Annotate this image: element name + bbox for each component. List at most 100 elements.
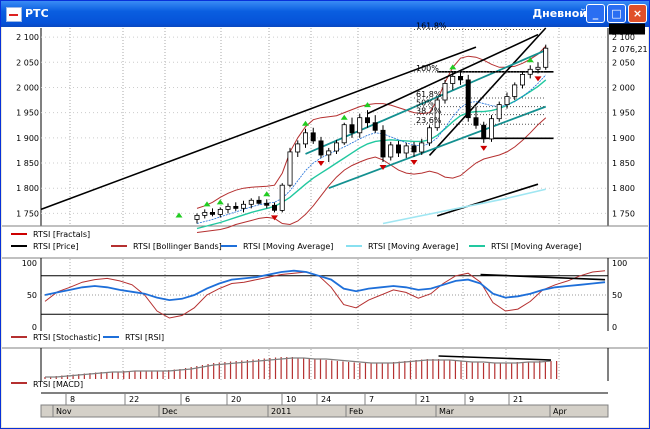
candle-15 [310,127,316,144]
candle-body-28 [411,145,417,153]
moving-average-slow-line [382,188,546,225]
fractal-up-3 [340,114,348,120]
osc-legend-label-1: RTSI [RSI] [125,333,164,342]
candle-body-20 [349,124,355,134]
day-label-8: 9 [469,395,474,404]
time-axis: 8 22 6 20 10 24 7 21 9 21 Nov Dec 2011 Feb Mar Apr [40,392,609,418]
candle-37 [481,121,487,143]
month-label-0: Nov [56,407,72,416]
candle-body-36 [473,117,479,126]
fractal-down-4 [480,145,488,151]
candle-body-41 [512,84,518,97]
price-ytick-left-6: 1 800 [16,184,39,193]
price-trendline-extension [40,156,182,211]
candle-body-34 [457,76,463,81]
fractal-down-1 [317,160,325,166]
candle-body-18 [333,142,339,152]
price-trendline-2 [428,27,547,157]
price-ytick-right-3: 1 950 [612,109,635,118]
candle-38 [488,115,494,142]
day-label-0: 8 [70,395,75,404]
window-title: РТС [25,7,49,20]
osc-ytick-left-2: 0 [32,323,37,332]
candle-26 [395,140,401,157]
candle-body-5 [233,205,239,209]
macd-signal-line [45,357,552,378]
price-trendline-0 [181,46,477,158]
macd-panel[interactable] [2,347,648,381]
oscillator-panel[interactable]: 100 100 50 50 0 0 [2,257,648,332]
month-label-2: 2011 [271,407,291,416]
fib-label-4: 38,2% [416,107,442,116]
maximize-button[interactable]: □ [607,4,626,23]
candle-19 [341,122,347,145]
candle-body-2 [209,211,215,215]
fractal-up-6 [526,57,534,63]
candle-11 [279,183,285,213]
candle-6 [240,200,246,213]
close-button[interactable]: × [628,4,647,23]
fib-label-3: 50% [416,99,434,108]
candle-body-3 [217,208,223,215]
macd-legend-label-0: RTSI [MACD] [33,380,83,389]
candle-5 [233,202,239,211]
chart-app-icon [6,7,22,22]
candle-body-29 [419,142,425,153]
candle-43 [527,65,533,79]
candle-42 [520,71,526,89]
candle-4 [225,203,231,214]
price-ytick-left-0: 2 100 [16,33,39,42]
osc-ytick-left-1: 50 [27,291,37,300]
price-ytick-right-7: 1 750 [612,209,635,218]
price-ytick-right-4: 1 900 [612,134,635,143]
candle-body-23 [372,122,378,131]
candle-body-30 [426,127,432,144]
candle-41 [512,82,518,101]
price-legend-label-1: RTSI [Price] [33,242,79,251]
candle-body-26 [395,144,401,154]
candle-body-12 [287,151,293,186]
candle-body-7 [248,199,254,205]
day-label-5: 24 [321,395,331,404]
candle-32 [442,79,448,104]
price-panel[interactable]: 2 100 2 100 2 050 2 050 2 000 2 000 1 950 1 950… [2,22,648,233]
candle-35 [465,74,471,122]
price-legend: RTSI [Fractals] RTSI [Price] RTSI [Bolling… [11,230,581,251]
price-ytick-left-5: 1 850 [16,159,39,168]
price-trendline-3 [437,183,539,217]
minimize-button[interactable]: _ [586,4,605,23]
candle-12 [287,147,293,188]
candle-9 [264,199,270,209]
fractal-down-0 [271,215,278,221]
candle-body-25 [388,144,394,158]
stochastic-line [44,270,606,319]
candle-body-1 [202,211,208,216]
month-label-3: Feb [349,407,363,416]
title-bar[interactable]: РТС Дневной _ □ × [1,1,649,27]
candle-44 [535,62,541,74]
candle-0 [194,213,200,224]
candle-34 [457,70,463,85]
candle-23 [372,115,378,133]
price-ytick-right-5: 1 850 [612,159,635,168]
price-ytick-left-3: 1 950 [16,109,39,118]
osc-ytick-left-0: 100 [22,259,37,268]
bollinger-upper-line [196,45,547,209]
period-label: Дневной [532,7,587,20]
candle-28 [411,141,417,157]
candle-body-31 [434,99,440,129]
candle-3 [217,207,223,218]
fractal-down-2 [379,165,387,171]
osc-ytick-right-0: 100 [612,259,627,268]
candle-body-45 [543,47,549,68]
day-label-6: 7 [369,395,374,404]
secondary-price-label: 2 076,21 [612,45,648,54]
fib-label-0: 161,8% [416,22,447,31]
candle-body-35 [465,79,471,119]
candle-14 [302,128,308,148]
fractal-up-early-1 [203,201,211,207]
candle-31 [434,97,440,131]
candle-body-8 [256,199,262,204]
